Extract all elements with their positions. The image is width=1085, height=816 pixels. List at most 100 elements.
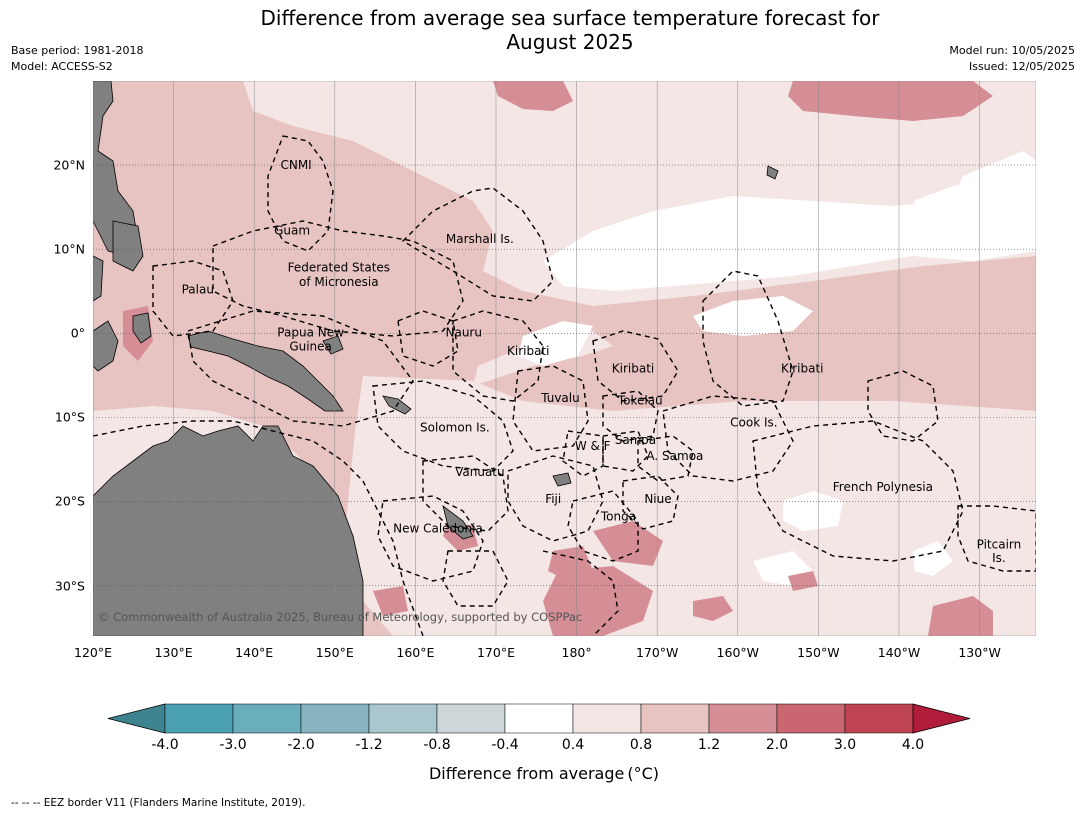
colorbar	[107, 703, 971, 734]
eez-tuvalu	[512, 365, 589, 452]
eez-label: Vanuatu	[455, 465, 505, 479]
latitude-label: 10°S	[54, 409, 85, 425]
eez-cook	[662, 395, 794, 482]
eez-label: Is.	[992, 551, 1006, 565]
colorbar-tick-label: -1.2	[355, 737, 383, 753]
eez-label: Cook Is.	[730, 415, 777, 429]
eez-png	[187, 310, 414, 427]
eez-label: Federated States	[288, 261, 390, 275]
longitude-label: 150°W	[797, 645, 840, 660]
colorbar-tick-label: -0.4	[491, 737, 519, 753]
land-hawaii	[766, 165, 779, 180]
eez-kermadec	[542, 550, 619, 636]
colorbar-swatch	[232, 703, 302, 734]
eez-kiribati-central	[592, 330, 679, 402]
title-line-2: August 2025	[506, 30, 634, 54]
eez-footnote: -- -- -- EEZ border V11 (Flanders Marine…	[11, 797, 306, 809]
longitude-label: 160°E	[396, 645, 435, 660]
eez-label: New Caledonia	[393, 521, 483, 535]
longitude-label: 140°W	[877, 645, 921, 660]
eez-label: Tokelau	[617, 394, 663, 408]
longitude-label: 120°E	[73, 645, 113, 660]
eez-label: Solomon Is.	[420, 420, 490, 434]
colorbar-swatch	[436, 703, 506, 734]
latitude-label: 0°	[70, 325, 85, 341]
map-panel: © Commonwealth of Australia 2025, Bureau…	[93, 81, 1036, 636]
colorbar-extend-low	[107, 703, 166, 734]
colorbar-swatch	[708, 703, 778, 734]
eez-australia	[93, 420, 424, 636]
latitude-label: 20°N	[53, 157, 85, 173]
land-halmahera	[132, 312, 152, 344]
eez-label: CNMI	[280, 158, 311, 172]
longitude-label: 130°W	[958, 645, 1001, 660]
eez-french-polynesia	[752, 420, 964, 562]
land-new-caledonia	[442, 505, 474, 540]
eez-wf	[562, 430, 604, 477]
model-run: Model run: 10/05/2025	[949, 44, 1075, 57]
graticule	[93, 81, 1036, 636]
land-australia	[93, 425, 364, 636]
eez-marshall	[401, 187, 554, 302]
land-fiji	[552, 472, 572, 487]
eez-label: Tonga	[600, 510, 636, 524]
colorbar-tick-label: 1.2	[697, 737, 721, 753]
eez-tokelau	[602, 390, 659, 442]
eez-palau	[152, 260, 234, 337]
eez-label: Kiribati	[507, 344, 549, 358]
base-period: Base period: 1981-2018	[11, 44, 144, 57]
colorbar-swatch	[844, 703, 914, 734]
longitude-label: 170°E	[476, 645, 515, 660]
eez-label: Papua New	[277, 325, 344, 339]
eez-fiji	[507, 455, 604, 542]
eez-label: Kiribati	[612, 362, 654, 376]
colorbar-tick-label: 2.0	[765, 737, 789, 753]
anomaly-band-neutral	[518, 151, 1036, 586]
title-line-1: Difference from average sea surface temp…	[260, 6, 880, 30]
colorbar-unit: (°C)	[627, 764, 660, 783]
eez-kiribati-line	[702, 270, 794, 407]
colorbar-tick-label: -2.0	[287, 737, 315, 753]
longitude-label: 130°E	[154, 645, 193, 660]
colorbar-tick-label: 0.4	[561, 737, 585, 753]
colorbar-tick-label: -4.0	[151, 737, 179, 753]
latitude-label: 20°S	[54, 493, 85, 509]
eez-solomon	[372, 380, 514, 472]
eez-label: W & F	[575, 439, 611, 453]
latitude-label: 30°S	[54, 578, 85, 594]
eez-label: French Polynesia	[833, 480, 933, 494]
land-philippines-south	[112, 220, 144, 272]
colorbar-swatch	[572, 703, 642, 734]
eez-label: Kiribati	[781, 362, 823, 376]
eez-label: Niue	[644, 492, 671, 506]
anomaly-band-1.2-2.0	[123, 81, 993, 636]
eez-label: Guam	[274, 224, 310, 238]
run-info: Model run: 10/05/2025 Issued: 12/05/2025	[949, 43, 1075, 75]
base-info: Base period: 1981-2018 Model: ACCESS-S2	[11, 43, 143, 75]
colorbar-label: Difference from average (°C)	[0, 764, 1085, 783]
eez-french-polynesia-north	[867, 370, 939, 442]
colorbar-swatch	[164, 703, 234, 734]
sst-map: © Commonwealth of Australia 2025, Bureau…	[93, 81, 1036, 636]
eez-label: Palau	[182, 283, 214, 297]
longitude-label: 170°W	[635, 645, 679, 660]
longitude-label: 180°	[561, 645, 592, 660]
eez-tonga	[567, 490, 639, 562]
eez-label: Tuvalu	[540, 391, 580, 405]
eez-borders	[93, 135, 1036, 636]
copyright-notice: © Commonwealth of Australia 2025, Bureau…	[98, 610, 582, 624]
colorbar-swatch	[776, 703, 846, 734]
longitude-label: 160°W	[716, 645, 760, 660]
eez-label: Samoa	[615, 433, 656, 447]
eez-label: Pitcairn	[977, 537, 1022, 551]
eez-kiribati-west	[452, 310, 544, 402]
land-new-ireland	[322, 335, 344, 355]
eez-label: Nauru	[446, 325, 482, 339]
issued-date: Issued: 12/05/2025	[968, 60, 1075, 73]
colorbar-tick-label: -0.8	[423, 737, 451, 753]
land-new-guinea	[187, 330, 344, 412]
eez-micronesia	[212, 220, 464, 337]
eez-label: A. Samoa	[646, 449, 703, 463]
colorbar-swatch	[504, 703, 574, 734]
